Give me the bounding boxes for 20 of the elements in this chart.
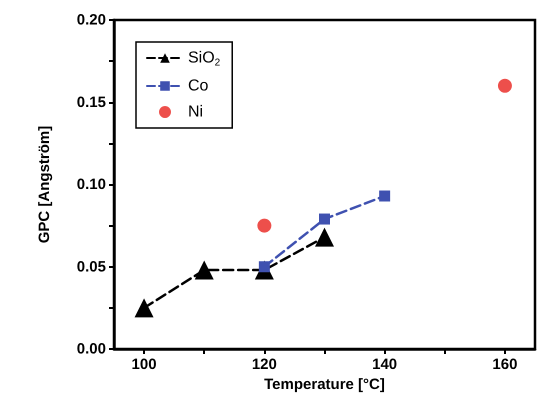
legend-label: Ni	[188, 104, 204, 120]
point	[319, 214, 330, 225]
y-tick-label: 0.05	[76, 258, 106, 276]
point	[315, 228, 334, 247]
point	[379, 190, 390, 202]
point	[257, 218, 272, 233]
y-tick-label: 0.20	[76, 12, 106, 28]
x-tick-label: 100	[132, 356, 157, 373]
x-tick-label: 120	[252, 356, 277, 373]
point	[134, 298, 154, 318]
point	[194, 260, 214, 280]
y-tick-label: 0.10	[76, 176, 106, 193]
x-axis-title: Temperature [°C]	[264, 376, 385, 393]
point	[498, 78, 512, 93]
y-axis-title: GPC [Angström]	[36, 126, 53, 244]
y-tick-label: 0.15	[76, 94, 106, 111]
legend-label: Co	[188, 78, 209, 94]
x-tick-label: 140	[372, 356, 398, 373]
x-tick-label: 160	[492, 356, 518, 373]
y-tick-label: 0.00	[76, 340, 106, 358]
